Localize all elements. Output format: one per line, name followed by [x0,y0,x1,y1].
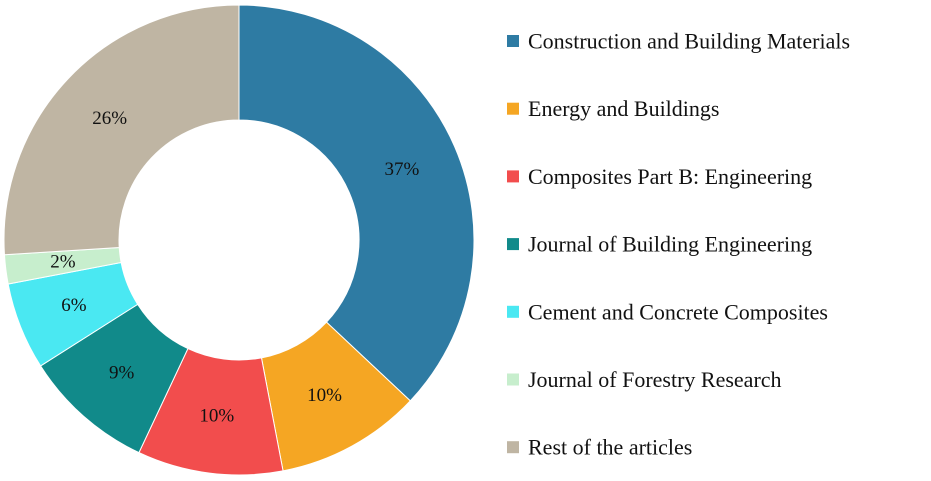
slice-label-1: 10% [307,385,342,406]
donut-slices [3,4,475,476]
legend-label-4: Cement and Concrete Composites [528,299,828,324]
legend: Construction and Building Materials Energ… [507,29,850,460]
legend-swatch-0 [507,35,519,47]
slice-label-6: 26% [92,108,127,129]
slice-labels: 37% 10% 10% 9% 6% 2% 26% [50,108,419,427]
slice-label-3: 9% [109,363,135,384]
legend-swatch-2 [507,170,519,183]
legend-label-5: Journal of Forestry Research [528,367,782,392]
legend-swatch-5 [507,373,519,386]
slice-0 [238,4,475,402]
legend-label-6: Rest of the articles [528,435,692,460]
legend-swatch-6 [507,441,519,454]
legend-label-1: Energy and Buildings [528,96,719,121]
legend-swatch-3 [507,238,519,251]
legend-label-0: Construction and Building Materials [528,29,850,54]
slice-label-2: 10% [199,406,234,427]
legend-label-3: Journal of Building Engineering [528,232,812,257]
slice-6 [3,4,240,256]
legend-swatch-1 [507,102,519,115]
slice-label-4: 6% [61,295,87,316]
slice-label-5: 2% [50,252,76,273]
legend-label-2: Composites Part B: Engineering [528,164,812,189]
slice-label-0: 37% [384,159,419,180]
legend-swatch-4 [507,305,519,318]
